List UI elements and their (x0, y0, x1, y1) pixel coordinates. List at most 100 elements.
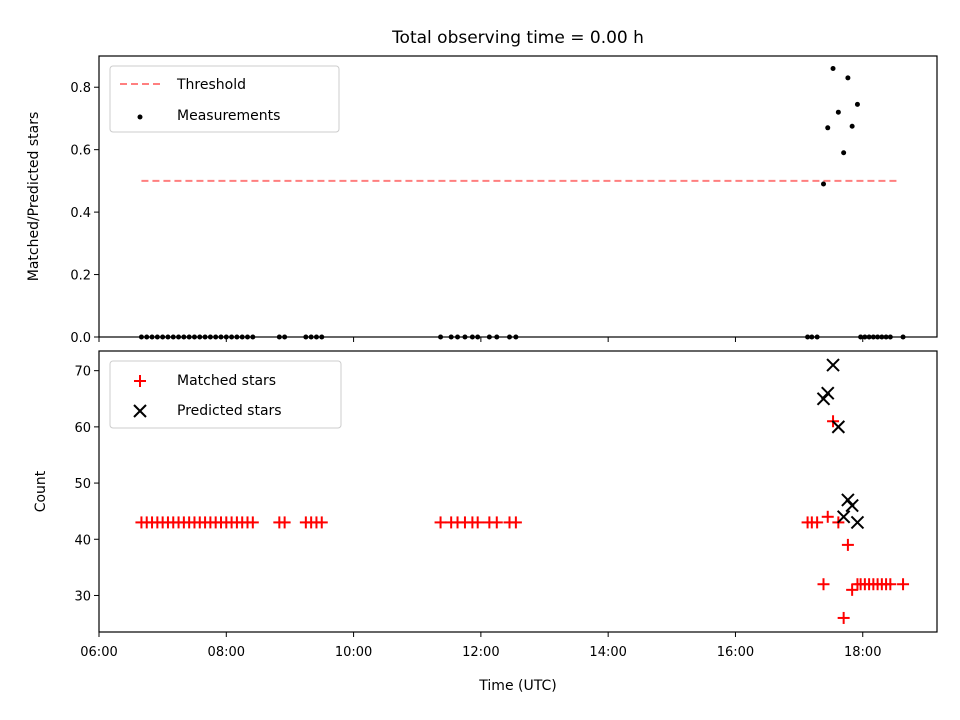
matched-star-point (246, 516, 259, 529)
x-tick-label: 16:00 (717, 645, 754, 660)
y-tick-label: 0.2 (70, 269, 91, 284)
matched-star-point (821, 510, 834, 523)
matched-star-point (837, 611, 850, 624)
measurement-point (486, 334, 492, 340)
measurement-point (462, 334, 468, 340)
measurement-point (854, 101, 860, 107)
matched-star-point (509, 516, 522, 529)
top-y-axis: 0.0 0.2 0.4 0.6 0.8 (70, 81, 99, 346)
measurement-point (814, 334, 820, 340)
x-tick-label: 06:00 (80, 645, 117, 660)
measurement-point (218, 334, 224, 340)
matched-star-point (278, 516, 291, 529)
measurement-point (825, 125, 831, 131)
measurement-point (455, 334, 461, 340)
x-tick-label: 10:00 (335, 645, 372, 660)
matched-star-point (884, 578, 897, 591)
measurement-point (170, 334, 176, 340)
matched-star-point (846, 583, 859, 596)
measurement-point (448, 334, 454, 340)
measurement-point (866, 334, 872, 340)
legend-matched-marker (134, 375, 146, 387)
measurement-point (191, 334, 197, 340)
measurement-point (197, 334, 203, 340)
x-tick-label: 14:00 (589, 645, 626, 660)
measurement-point (841, 150, 847, 156)
measurement-point (308, 334, 314, 340)
measurement-point (223, 334, 229, 340)
bottom-legend-box (109, 360, 342, 429)
measurement-point (887, 334, 893, 340)
measurement-point (883, 334, 889, 340)
measurement-point (138, 334, 144, 340)
matched-star-point (490, 516, 503, 529)
predicted-star-point (836, 510, 851, 524)
matched-star-point (897, 578, 910, 591)
legend-measurements-label: Measurements (177, 108, 280, 124)
predicted-star-point (831, 420, 846, 434)
top-panel: 0.00.20.40.60.8 Matched/Predicted stars … (26, 55, 938, 346)
measurement-point (282, 334, 288, 340)
measurement-point (207, 334, 213, 340)
legend-measurements-marker (137, 114, 143, 120)
measurement-point (160, 334, 166, 340)
legend-predicted-marker (133, 404, 147, 418)
measurement-point (154, 334, 160, 340)
measurement-point (250, 334, 256, 340)
x-axis-label: Time (UTC) (478, 678, 556, 694)
measurement-point (165, 334, 171, 340)
measurement-point (858, 334, 864, 340)
chart-title: Total observing time = 0.00 h (391, 28, 644, 48)
measurement-point (176, 334, 182, 340)
measurement-point (469, 334, 475, 340)
y-tick-label: 0.0 (70, 331, 91, 346)
top-legend-box (109, 65, 340, 133)
matched-star-point (811, 516, 824, 529)
bottom-y-axis-label: Count (33, 470, 49, 512)
y-tick-label: 0.6 (70, 144, 91, 159)
y-tick-label: 50 (74, 477, 91, 492)
predicted-star-point (821, 386, 835, 400)
predicted-star-point (850, 515, 865, 530)
matched-star-point (315, 516, 328, 529)
bottom-legend: Matched stars Predicted stars (109, 360, 342, 429)
measurement-point (879, 334, 885, 340)
bottom-x-axis: 06:00 08:00 10:00 12:00 14:00 16:00 18:00 (80, 632, 881, 660)
y-tick-label: 40 (74, 533, 91, 548)
measurement-point (494, 334, 500, 340)
x-tick-label: 12:00 (462, 645, 499, 660)
measurement-point (202, 334, 208, 340)
measurement-point (319, 334, 325, 340)
bottom-y-axis: 30 40 50 60 70 (74, 365, 99, 604)
measurement-point (507, 334, 513, 340)
predicted-star-point (845, 498, 859, 513)
predicted-star-point (826, 358, 840, 372)
matched-star-point (471, 516, 484, 529)
x-tick-label: 08:00 (208, 645, 245, 660)
measurement-point (144, 334, 150, 340)
y-tick-label: 70 (74, 365, 91, 380)
top-y-axis-label: Matched/Predicted stars (26, 112, 42, 282)
x-tick-label: 18:00 (844, 645, 881, 660)
measurement-point (475, 334, 481, 340)
measurement-point (809, 334, 815, 340)
bottom-panel: 30 40 50 60 70 06:00 08:00 10:00 12:00 14:00 16:0… (33, 350, 938, 694)
measurement-point (862, 334, 868, 340)
measurement-point (830, 65, 836, 71)
measurement-point (149, 334, 155, 340)
measurement-point (245, 334, 251, 340)
measurement-point (186, 334, 192, 340)
matched-star-point (841, 538, 854, 551)
measurement-point (438, 334, 444, 340)
measurement-point (875, 334, 881, 340)
y-tick-label: 0.8 (70, 81, 91, 96)
measurements-series (138, 65, 906, 340)
predicted-stars-series (816, 358, 865, 530)
measurement-point (234, 334, 240, 340)
y-tick-label: 30 (74, 589, 91, 604)
measurement-point (870, 334, 876, 340)
legend-matched-label: Matched stars (177, 373, 276, 389)
legend-threshold-label: Threshold (176, 77, 246, 93)
measurement-point (303, 334, 309, 340)
